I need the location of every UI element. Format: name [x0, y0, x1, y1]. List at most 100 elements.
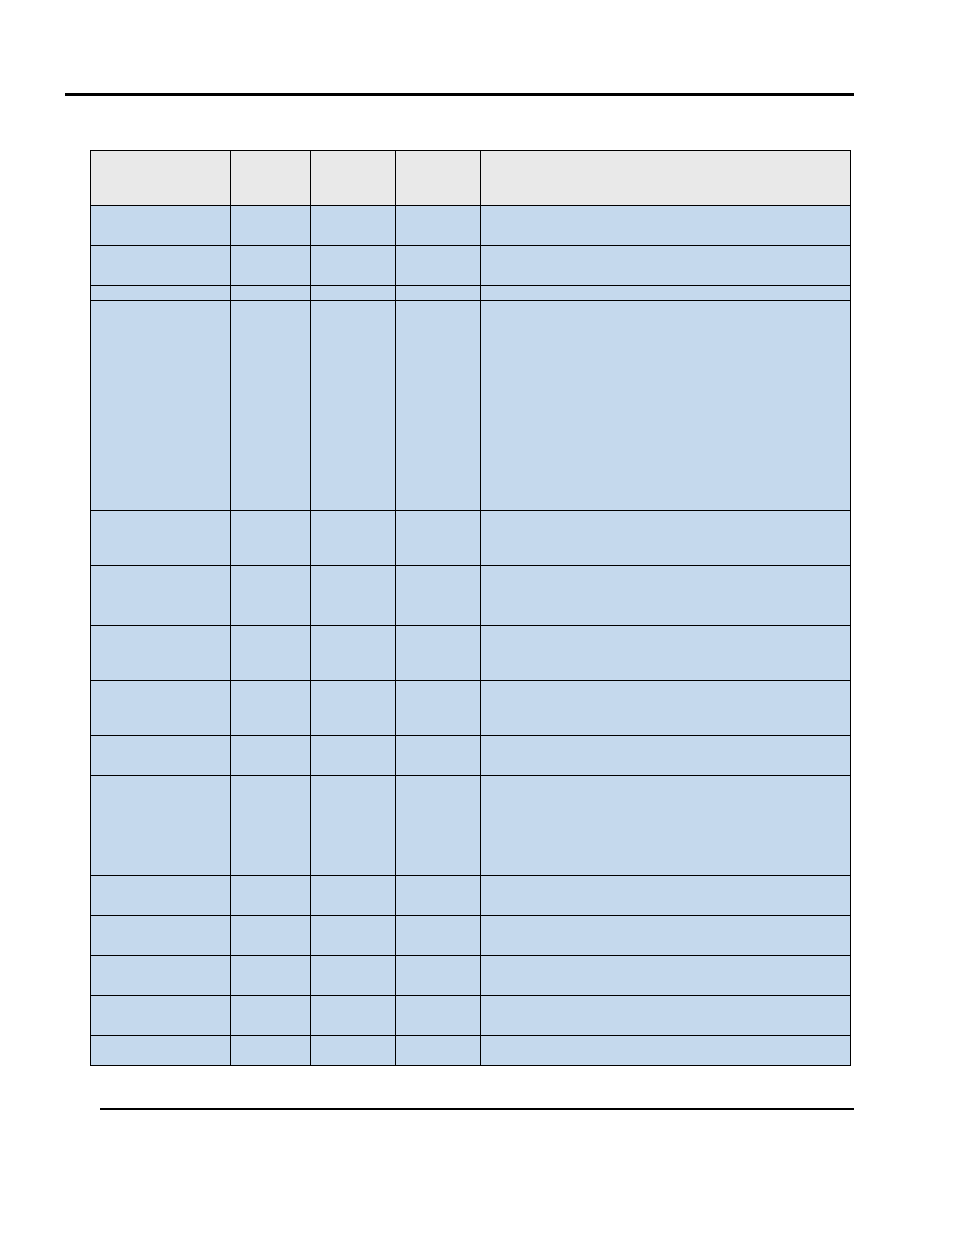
table-cell — [231, 1036, 311, 1066]
table-cell — [311, 301, 396, 511]
table-cell — [91, 1036, 231, 1066]
table-cell — [481, 286, 851, 301]
table-cell — [91, 956, 231, 996]
table-cell — [311, 206, 396, 246]
table-cell — [481, 776, 851, 876]
table-cell — [311, 681, 396, 736]
table-cell — [231, 511, 311, 566]
table-cell — [396, 996, 481, 1036]
table-cell — [231, 566, 311, 626]
top-horizontal-rule — [65, 93, 854, 96]
table-header-cell — [311, 151, 396, 206]
table-row — [91, 566, 851, 626]
table-row — [91, 736, 851, 776]
table-cell — [311, 286, 396, 301]
table-cell — [396, 876, 481, 916]
table-row — [91, 286, 851, 301]
table-cell — [481, 996, 851, 1036]
table-cell — [231, 286, 311, 301]
table-cell — [91, 246, 231, 286]
table-cell — [481, 681, 851, 736]
table-body — [91, 206, 851, 1066]
table-cell — [91, 301, 231, 511]
table-cell — [396, 681, 481, 736]
table-cell — [231, 956, 311, 996]
table-cell — [481, 511, 851, 566]
table-cell — [231, 916, 311, 956]
table-cell — [396, 916, 481, 956]
table-cell — [396, 566, 481, 626]
table-cell — [481, 1036, 851, 1066]
table-cell — [91, 776, 231, 876]
table-cell — [231, 301, 311, 511]
table-cell — [396, 246, 481, 286]
table-cell — [311, 626, 396, 681]
table-cell — [311, 246, 396, 286]
table-cell — [481, 736, 851, 776]
table-cell — [311, 776, 396, 876]
table-cell — [91, 511, 231, 566]
table-cell — [311, 566, 396, 626]
table-cell — [231, 206, 311, 246]
table-cell — [231, 876, 311, 916]
table-header-cell — [91, 151, 231, 206]
table-cell — [481, 916, 851, 956]
table-cell — [396, 511, 481, 566]
table-cell — [91, 916, 231, 956]
table-cell — [396, 286, 481, 301]
table-cell — [91, 736, 231, 776]
table-cell — [481, 301, 851, 511]
table-cell — [311, 1036, 396, 1066]
table-cell — [91, 876, 231, 916]
data-table — [90, 150, 851, 1066]
table-cell — [311, 876, 396, 916]
table-cell — [231, 681, 311, 736]
table-row — [91, 1036, 851, 1066]
table-cell — [396, 956, 481, 996]
table-cell — [91, 566, 231, 626]
table-header-row — [91, 151, 851, 206]
table-cell — [231, 736, 311, 776]
table-cell — [231, 246, 311, 286]
table-cell — [481, 876, 851, 916]
table-cell — [311, 511, 396, 566]
page — [0, 0, 954, 1235]
table-cell — [481, 246, 851, 286]
table-cell — [231, 626, 311, 681]
table-cell — [231, 776, 311, 876]
table-row — [91, 681, 851, 736]
bottom-horizontal-rule — [100, 1108, 854, 1110]
table-cell — [91, 681, 231, 736]
table-cell — [396, 626, 481, 681]
table-cell — [481, 566, 851, 626]
table-cell — [396, 736, 481, 776]
table-cell — [396, 206, 481, 246]
table-row — [91, 956, 851, 996]
table-cell — [311, 736, 396, 776]
table-cell — [396, 776, 481, 876]
table-row — [91, 996, 851, 1036]
table-row — [91, 206, 851, 246]
table-cell — [311, 996, 396, 1036]
table-cell — [396, 1036, 481, 1066]
table-row — [91, 511, 851, 566]
table-row — [91, 301, 851, 511]
table-row — [91, 246, 851, 286]
table-cell — [91, 626, 231, 681]
table-cell — [311, 956, 396, 996]
table-cell — [91, 206, 231, 246]
table-row — [91, 876, 851, 916]
table-cell — [396, 301, 481, 511]
table-cell — [231, 996, 311, 1036]
table-row — [91, 626, 851, 681]
table-cell — [481, 626, 851, 681]
table-header-cell — [396, 151, 481, 206]
table-head — [91, 151, 851, 206]
table-cell — [481, 956, 851, 996]
table-cell — [481, 206, 851, 246]
table-row — [91, 916, 851, 956]
table-header-cell — [231, 151, 311, 206]
table-cell — [91, 286, 231, 301]
table-header-cell — [481, 151, 851, 206]
table-row — [91, 776, 851, 876]
